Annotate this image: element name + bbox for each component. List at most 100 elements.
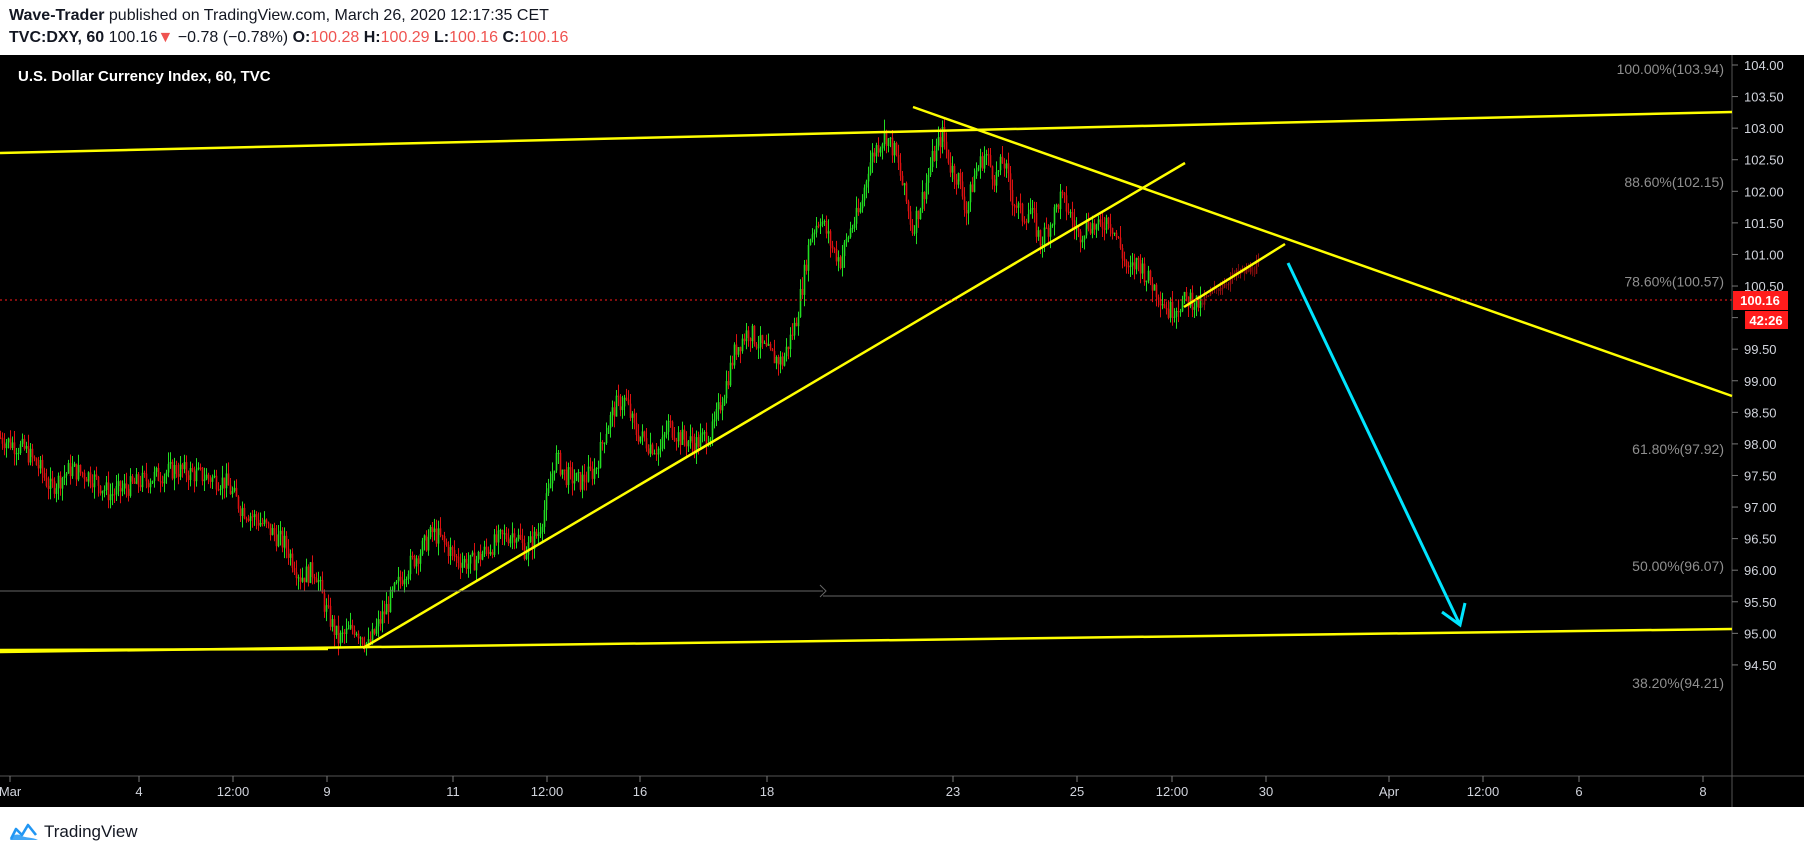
- drawings[interactable]: [0, 105, 1733, 654]
- candle-body: [247, 518, 250, 521]
- candle-body: [249, 516, 252, 521]
- price-axis[interactable]: 104.00 103.50 103.00 102.50 102.00 101.50 101.…: [1732, 58, 1784, 673]
- candle-body: [305, 566, 308, 583]
- candle-body: [957, 173, 960, 185]
- candle-body: [713, 419, 716, 422]
- projection-arrow-line[interactable]: [1286, 262, 1462, 626]
- candle-body: [943, 126, 946, 142]
- candle-body: [129, 476, 132, 496]
- falling-resistance-line[interactable]: [912, 105, 1733, 398]
- candle-body: [945, 141, 948, 150]
- price-chart[interactable]: U.S. Dollar Currency Index, 60, TVC 100.…: [0, 55, 1804, 807]
- author-name[interactable]: Wave-Trader: [9, 7, 105, 24]
- candle-body: [829, 231, 832, 246]
- candle-body: [63, 475, 66, 478]
- candle-body: [443, 536, 446, 543]
- candle-body: [1253, 273, 1256, 275]
- x-tick-label: 23: [946, 784, 960, 799]
- candle-body: [983, 155, 986, 169]
- candle-body: [41, 459, 44, 474]
- candle-body: [671, 421, 674, 438]
- candle-body: [369, 639, 372, 642]
- candle-body: [243, 507, 246, 519]
- candle-body: [337, 625, 340, 644]
- candle-body: [7, 438, 10, 443]
- time-axis[interactable]: Mar 4 12:00 9 11 12:00 16 18 23 25 12:00 30 Apr 12:00…: [0, 776, 1707, 799]
- candle-body: [411, 555, 414, 557]
- candle-body: [455, 556, 458, 558]
- x-tick-label: 4: [135, 784, 142, 799]
- rising-wedge-line[interactable]: [1183, 242, 1286, 309]
- x-tick-label: 16: [633, 784, 647, 799]
- candle-body: [1199, 295, 1202, 308]
- candle-body: [329, 605, 332, 627]
- candle-body: [293, 567, 296, 573]
- candle-body: [653, 453, 656, 455]
- candle-body: [101, 490, 104, 494]
- candle-body: [259, 523, 262, 526]
- candle-body: [75, 463, 78, 480]
- candle-body: [21, 438, 24, 445]
- candle-body: [173, 464, 176, 479]
- y-tick-label: 101.50: [1744, 216, 1784, 231]
- upper-channel-line[interactable]: [0, 110, 1733, 155]
- candle-body: [17, 452, 20, 454]
- candle-body: [39, 459, 42, 469]
- candle-body: [453, 549, 456, 557]
- symbol-label[interactable]: TVC:DXY, 60: [9, 29, 105, 46]
- candle-body: [775, 357, 778, 364]
- candle-body: [643, 431, 646, 439]
- candle-body: [1125, 260, 1128, 267]
- candle-body: [733, 344, 736, 366]
- candle-body: [1031, 207, 1034, 210]
- rising-trendline[interactable]: [362, 161, 1186, 650]
- publisher-line: Wave-Trader published on TradingView.com…: [9, 6, 549, 26]
- candle-body: [663, 434, 666, 438]
- candle-body: [1105, 217, 1108, 230]
- base-support-line[interactable]: [0, 647, 329, 652]
- candle-body: [1037, 230, 1040, 237]
- candle-body: [963, 196, 966, 210]
- candle-body: [805, 264, 808, 271]
- candle-body: [1219, 288, 1222, 291]
- candle-body: [1139, 260, 1142, 274]
- candle-body: [705, 432, 708, 446]
- candle-body: [853, 223, 856, 228]
- candle-body: [555, 452, 558, 471]
- candle-body: [623, 397, 626, 407]
- candle-body: [483, 546, 486, 555]
- candle-body: [1069, 212, 1072, 214]
- candle-body: [423, 535, 426, 541]
- candle-body: [127, 488, 130, 496]
- candle-body: [639, 436, 642, 442]
- candle-body: [1243, 268, 1246, 274]
- candle-body: [655, 453, 658, 455]
- candle-body: [989, 155, 992, 167]
- candle-body: [1217, 288, 1220, 291]
- candle-body: [929, 167, 932, 175]
- candle-body: [409, 555, 412, 575]
- brand-name[interactable]: TradingView: [44, 822, 138, 841]
- y-tick-label: 95.50: [1744, 595, 1777, 610]
- candle-body: [507, 539, 510, 544]
- candle-body: [19, 444, 22, 453]
- candle-body: [1033, 207, 1036, 214]
- candle-body: [657, 448, 660, 455]
- candle-body: [61, 477, 64, 489]
- x-tick-label: Apr: [1379, 784, 1400, 799]
- candle-body: [1013, 205, 1016, 207]
- candle-body: [307, 566, 310, 583]
- y-tick-label: 95.00: [1744, 626, 1777, 641]
- candle-body: [445, 542, 448, 545]
- candle-body: [789, 334, 792, 350]
- candle-body: [1039, 230, 1042, 246]
- candle-body: [29, 448, 32, 463]
- candle-body: [871, 152, 874, 163]
- candle-body: [833, 248, 836, 250]
- candle-body: [241, 507, 244, 517]
- candle-body: [591, 468, 594, 479]
- candle-body: [33, 456, 36, 459]
- y-tick-label: 98.00: [1744, 437, 1777, 452]
- candle-body: [1065, 195, 1068, 212]
- candle-body: [163, 476, 166, 484]
